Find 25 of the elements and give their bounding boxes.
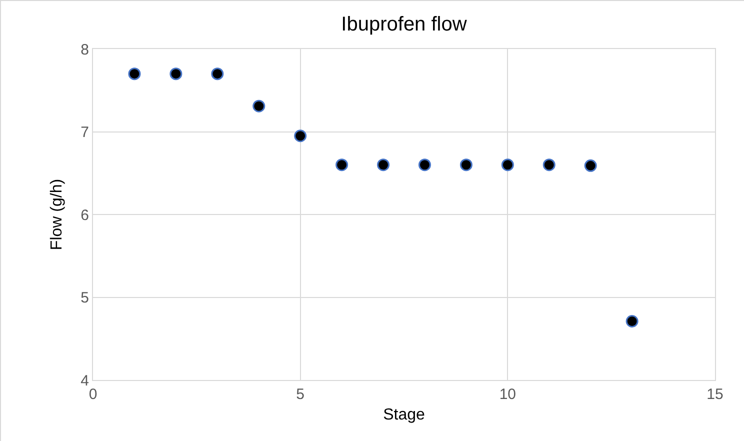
point [294, 130, 307, 142]
point [418, 158, 431, 172]
y-tick-label: 7 [80, 124, 89, 141]
y-tick-label: 5 [80, 290, 89, 306]
x-tick-label: 10 [499, 386, 516, 403]
point [626, 315, 638, 328]
point [211, 68, 224, 80]
y-axis-title: Flow (g/h) [48, 178, 66, 250]
point [460, 158, 472, 172]
x-axis-title: Stage [383, 406, 426, 424]
point [170, 68, 182, 80]
y-tick-label: 6 [80, 206, 89, 224]
y-tick-label: 4 [80, 372, 89, 390]
x-tick-label: 0 [88, 386, 98, 403]
x-tick-label: 5 [296, 386, 304, 403]
x-tick-label: 15 [706, 386, 724, 403]
y-tick-label: 8 [80, 41, 89, 58]
point [542, 158, 556, 172]
point [252, 100, 266, 112]
point [501, 158, 514, 172]
point [336, 158, 348, 172]
point [584, 159, 597, 172]
point [128, 68, 141, 80]
point [377, 158, 390, 172]
chart-title: Ibuprofen flow [341, 13, 468, 36]
